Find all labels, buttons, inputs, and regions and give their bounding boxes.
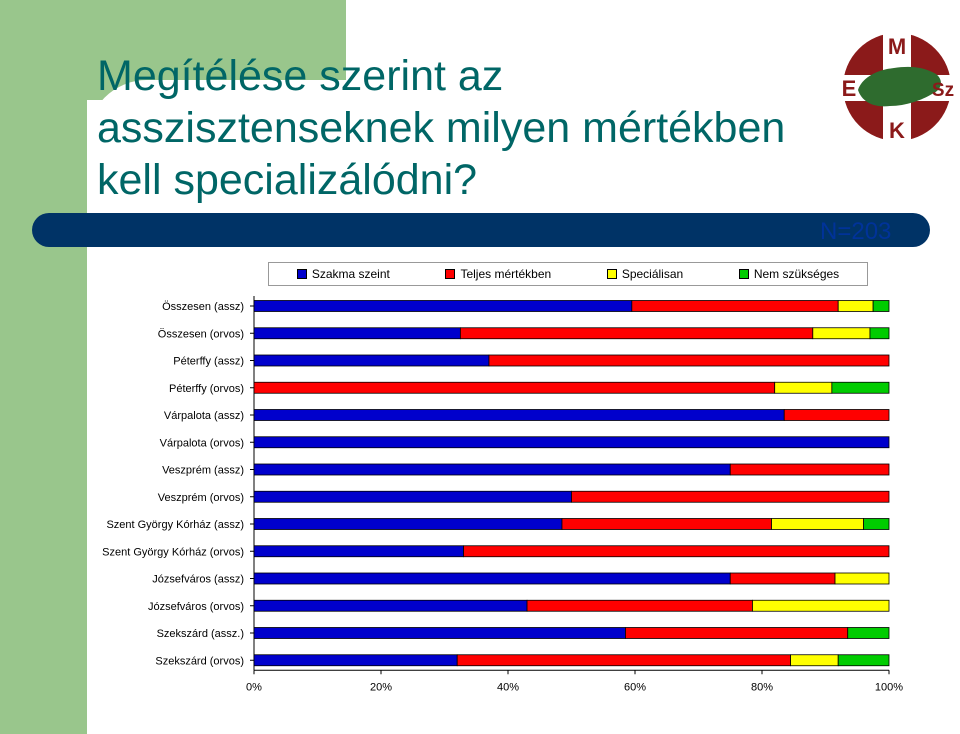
bar-segment: [253, 654, 458, 667]
bar-segment: [253, 490, 572, 503]
category-label: Péterffy (orvos): [169, 383, 244, 395]
logo-letter-sz: Sz: [932, 80, 954, 101]
bar-segment: [837, 654, 890, 667]
bar-segment: [526, 599, 753, 612]
bar-segment: [253, 436, 890, 449]
logo-letter-e: E: [842, 76, 857, 101]
legend-swatch: [445, 269, 456, 279]
side-band: [0, 0, 87, 734]
category-label: Veszprém (assz): [162, 465, 244, 477]
category-label: Szekszárd (assz.): [157, 628, 244, 640]
bar-segment: [869, 327, 890, 340]
bar-segment: [837, 300, 874, 312]
bar-segment: [783, 409, 890, 421]
bar-segment: [253, 599, 528, 612]
bar-segment: [253, 409, 785, 421]
legend-swatch: [606, 269, 617, 279]
category-label: Szent György Kórház (orvos): [102, 546, 244, 558]
category-label: Szent György Kórház (assz): [106, 519, 244, 531]
category-label: Józsefváros (assz): [152, 574, 244, 586]
bar-segment: [872, 300, 890, 312]
logo-letter-k: K: [889, 118, 905, 143]
legend-item: Speciálisan: [606, 267, 684, 281]
bar-segment: [790, 654, 839, 667]
bar-segment: [253, 518, 563, 530]
bar-segment: [631, 300, 839, 312]
title-background: [87, 80, 487, 230]
bar-segment: [752, 599, 890, 612]
x-tick-label: 80%: [751, 681, 773, 693]
bar-segment: [456, 654, 791, 667]
bar-segment: [774, 381, 833, 394]
bar-segment: [771, 518, 865, 530]
bar-segment: [834, 572, 890, 585]
bar-segment: [253, 300, 633, 312]
legend-label: Teljes mértékben: [460, 267, 552, 281]
stacked-bar-chart: Összesen (assz) Összesen (orvos) Péterffy …: [102, 296, 903, 693]
bar-segment: [625, 627, 849, 639]
bar-segment: [488, 354, 890, 367]
bar-segment: [812, 327, 871, 340]
x-tick-label: 100%: [875, 681, 903, 693]
bar-segment: [253, 545, 464, 558]
bar-segment: [863, 518, 890, 530]
bar-segment: [571, 490, 890, 503]
bar-segment: [729, 463, 890, 476]
bar-segment: [253, 572, 731, 585]
x-tick-label: 60%: [624, 681, 646, 693]
category-label: Szekszárd (orvos): [155, 655, 244, 667]
category-label: Józsefváros (orvos): [148, 601, 244, 613]
category-label: Összesen (orvos): [158, 328, 244, 340]
category-label: Várpalota (assz): [164, 410, 244, 422]
bar-segment: [253, 463, 731, 476]
x-tick-label: 40%: [497, 681, 519, 693]
category-label: Veszprém (orvos): [158, 492, 244, 504]
mesz-logo: M E Sz K: [836, 30, 958, 144]
chart-legend: Szakma szeint Teljes mértékben Speciális…: [268, 262, 868, 286]
bar-segment: [253, 627, 626, 639]
legend-label: Speciálisan: [621, 267, 684, 281]
legend-item: Szakma szeint: [296, 267, 390, 281]
bar-segment: [831, 381, 890, 394]
sample-size-label: N=203: [820, 218, 892, 245]
legend-swatch: [296, 269, 307, 279]
bar-segment: [459, 327, 814, 340]
bar-segment: [253, 354, 490, 367]
legend-item: Teljes mértékben: [445, 267, 551, 281]
legend-swatch: [738, 269, 749, 279]
legend-label: Nem szükséges: [753, 267, 840, 281]
category-label: Várpalota (orvos): [160, 437, 244, 449]
hungary-map-icon: [858, 66, 941, 107]
legend-item: Nem szükséges: [738, 267, 840, 281]
slide-title: Megítélése szerint az asszisztenseknek m…: [97, 52, 786, 204]
bar-segment: [253, 381, 776, 394]
category-label: Összesen (assz): [162, 301, 244, 313]
category-label: Péterffy (assz): [173, 356, 244, 368]
x-tick-label: 0%: [246, 681, 262, 693]
bar-segment: [729, 572, 836, 585]
logo-letter-m: M: [888, 34, 906, 59]
x-tick-label: 20%: [370, 681, 392, 693]
legend-label: Szakma szeint: [311, 267, 390, 281]
divider-bar: [32, 213, 930, 247]
bar-segment: [847, 627, 890, 639]
bar-segment: [253, 327, 461, 340]
bar-segment: [463, 545, 890, 558]
bar-segment: [561, 518, 772, 530]
